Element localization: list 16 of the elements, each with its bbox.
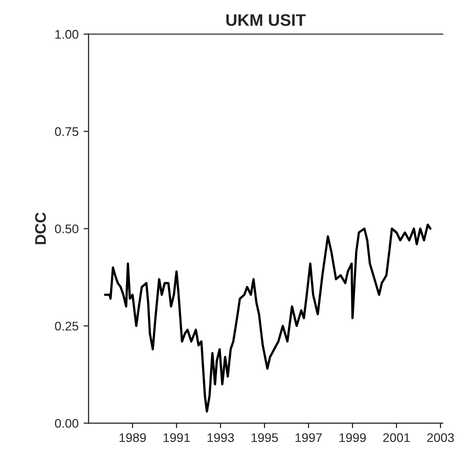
x-tick-label: 2001 [383, 433, 410, 442]
x-tick-label: 1993 [208, 433, 234, 442]
x-tick-label: 1995 [252, 433, 278, 442]
y-tick-label: 0.75 [54, 127, 78, 136]
x-tick-label: 1999 [340, 433, 366, 442]
y-tick-label: 0.00 [54, 418, 78, 428]
chart-title: UKM USIT [226, 14, 306, 26]
line-series [104, 224, 432, 413]
x-tick-label: 1991 [164, 433, 190, 442]
y-tick-label: 0.25 [54, 322, 78, 331]
x-tick-label: 1997 [296, 433, 322, 442]
y-axis-title: DCC [35, 212, 46, 244]
y-tick-label: 0.50 [54, 224, 78, 234]
x-tick-label: 1989 [120, 433, 146, 442]
x-tick-label: 2003 [427, 433, 454, 442]
y-tick-label: 1.00 [55, 30, 78, 39]
